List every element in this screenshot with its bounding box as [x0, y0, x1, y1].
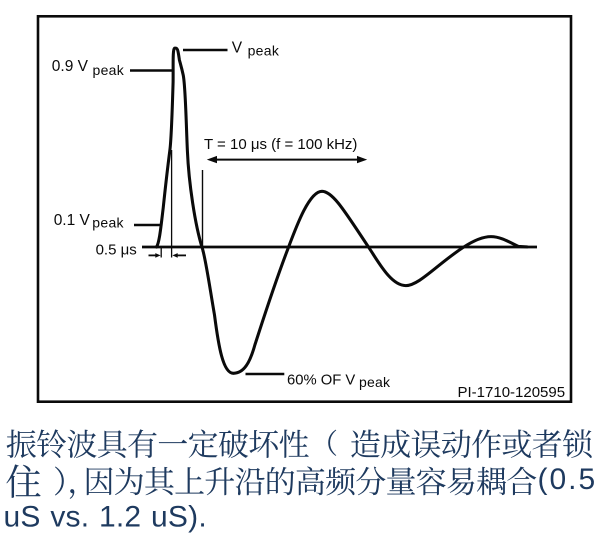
svg-text:peak: peak — [92, 215, 124, 231]
svg-text:peak: peak — [248, 42, 280, 58]
svg-text:uS vs. 1.2 uS).: uS vs. 1.2 uS). — [4, 501, 207, 534]
svg-text:peak: peak — [359, 374, 391, 390]
svg-text:0.5 μs: 0.5 μs — [96, 241, 137, 258]
svg-text:0.1 V: 0.1 V — [54, 212, 91, 229]
svg-text:0.9 V: 0.9 V — [52, 58, 89, 75]
svg-text:peak: peak — [93, 62, 125, 78]
svg-text:60% OF V: 60% OF V — [287, 373, 355, 389]
svg-text:PI-1710-120595: PI-1710-120595 — [458, 384, 566, 401]
svg-text:T = 10 μs (f = 100 kHz): T = 10 μs (f = 100 kHz) — [204, 136, 357, 153]
svg-text:(0.5: (0.5 — [538, 463, 598, 496]
svg-text:V: V — [232, 40, 243, 57]
